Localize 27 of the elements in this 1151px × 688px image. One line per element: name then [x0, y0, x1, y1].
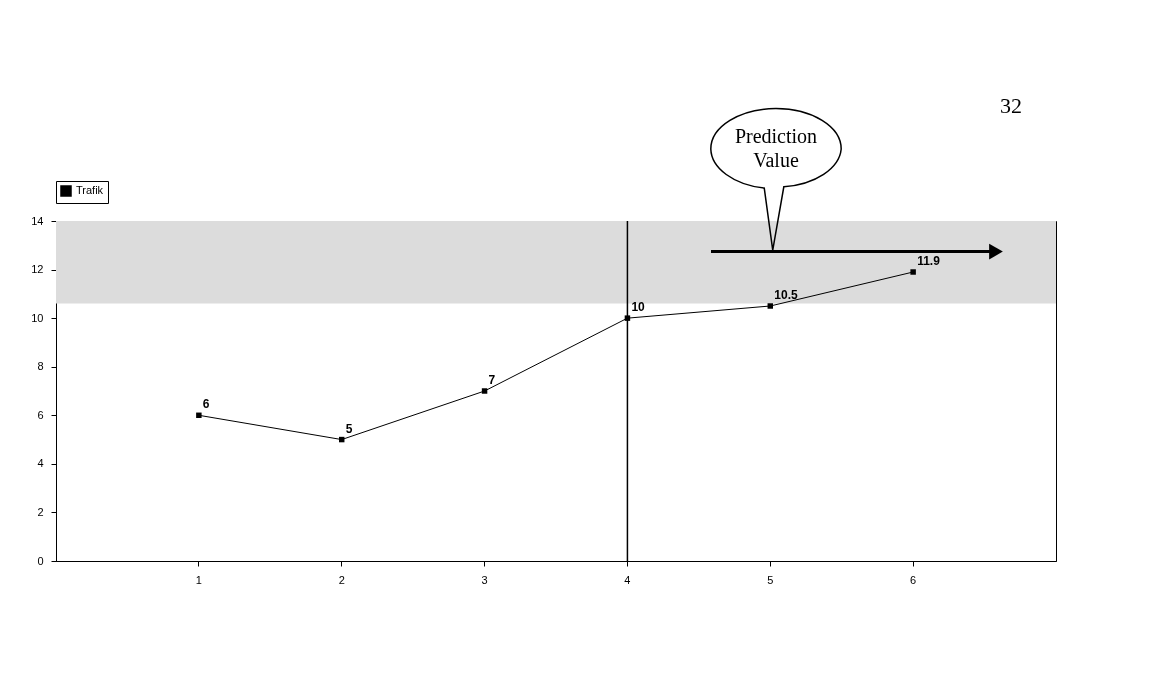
x-tick-label: 4	[624, 573, 631, 586]
data-label: 6	[202, 397, 210, 412]
data-label: 10	[631, 300, 646, 315]
y-tick-label: 4	[37, 457, 44, 470]
point	[767, 303, 774, 309]
legend-label: Trafik	[76, 184, 104, 196]
x-tick-label: 2	[338, 573, 345, 586]
x-tick-label: 1	[195, 573, 202, 586]
data-label: 7	[488, 373, 496, 387]
x-tick-label: 3	[481, 573, 488, 586]
point	[481, 388, 488, 394]
y-tick-label: 12	[31, 263, 44, 276]
x-tick-label: 5	[767, 573, 774, 586]
data-label: 5	[345, 421, 353, 436]
data-label: 10.5	[774, 288, 798, 302]
point	[910, 269, 916, 275]
point	[196, 412, 202, 419]
y-tick-label: 14	[31, 214, 44, 227]
y-tick-label: 0	[37, 554, 44, 567]
text: Prediction Value	[734, 125, 818, 171]
text: 32	[1000, 93, 1022, 118]
y-tick-label: 2	[37, 505, 44, 518]
y-tick-label: 8	[37, 360, 44, 373]
data-label: 11.9	[917, 254, 941, 268]
y-tick-label: 10	[31, 311, 44, 324]
x-tick-label: 6	[910, 573, 917, 586]
y-tick-label: 6	[37, 408, 44, 421]
